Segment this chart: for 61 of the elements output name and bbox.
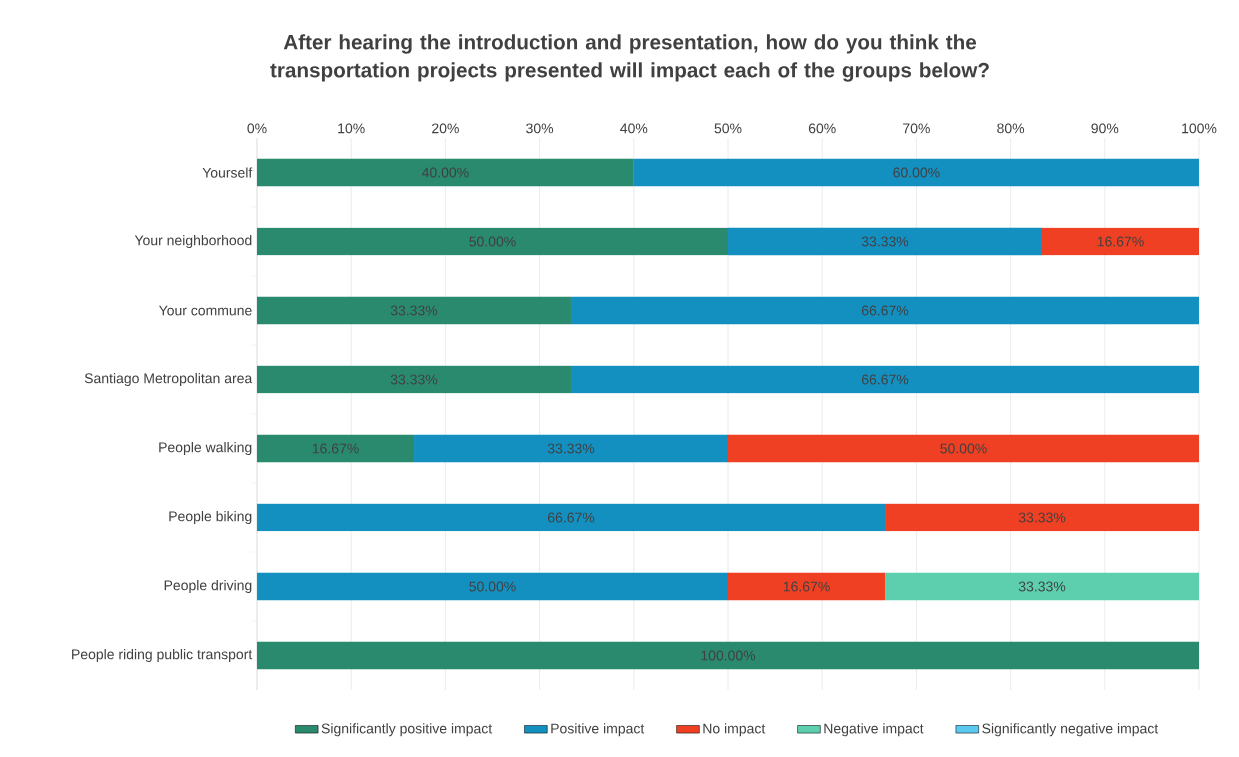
x-tick-label: 50% xyxy=(714,123,742,134)
bar xyxy=(257,227,728,256)
data-label: 33.33% xyxy=(547,443,595,454)
x-tick-label: 10% xyxy=(338,123,365,134)
y-tick-label: Yourself xyxy=(202,167,253,178)
data-label: 16.67% xyxy=(312,443,359,454)
data-label: 50.00% xyxy=(469,581,516,592)
chart-title: After hearing the introduction and presentation, how do you think the transportation projects presented will impact each of the groups below? xyxy=(270,34,989,82)
data-label: 100.00% xyxy=(701,650,756,661)
y-tick-label: Your commune xyxy=(158,305,252,316)
data-label: 60.00% xyxy=(893,167,940,178)
data-label: 33.33% xyxy=(861,236,909,247)
data-label: 66.67% xyxy=(547,512,595,523)
legend-label: No impact xyxy=(703,723,766,737)
legend-label: Negative impact xyxy=(824,723,924,737)
data-label: 66.67% xyxy=(861,374,909,385)
x-tick-label: 20% xyxy=(432,123,459,134)
legend-label: Significantly negative impact xyxy=(982,723,1159,737)
y-tick-label: People driving xyxy=(164,579,252,594)
bar xyxy=(414,434,728,463)
y-tick-label: People biking xyxy=(169,510,252,525)
bar xyxy=(257,365,571,394)
data-label: 33.33% xyxy=(390,305,438,316)
x-tick-label: 0% xyxy=(247,123,267,134)
bar xyxy=(257,572,728,601)
data-label: 33.33% xyxy=(1018,512,1066,523)
bar xyxy=(570,296,1200,325)
bar xyxy=(257,503,886,532)
bar xyxy=(257,158,634,187)
bar xyxy=(885,503,1200,532)
x-tick-label: 90% xyxy=(1091,123,1119,134)
data-label: 16.67% xyxy=(1097,236,1144,247)
x-tick-label: 30% xyxy=(526,123,554,134)
x-tick-label: 40% xyxy=(620,123,648,134)
bar xyxy=(728,572,886,601)
y-tick-label: Your neighborhood xyxy=(134,234,252,249)
data-label: 50.00% xyxy=(940,443,987,454)
x-tick-label: 100% xyxy=(1182,123,1217,134)
x-tick-label: 60% xyxy=(808,123,836,134)
bar xyxy=(1041,227,1200,256)
bar xyxy=(570,365,1200,394)
bar xyxy=(728,227,1042,256)
data-label: 33.33% xyxy=(390,374,438,385)
bar xyxy=(633,158,1200,187)
y-tick-label: Santiago Metropolitan area xyxy=(84,372,253,387)
legend-label: Significantly positive impact xyxy=(321,723,493,737)
legend-label: Positive impact xyxy=(551,723,645,737)
x-tick-label: 70% xyxy=(903,123,930,134)
data-label: 40.00% xyxy=(421,167,469,178)
data-label: 33.33% xyxy=(1018,581,1066,592)
y-tick-label: People riding public transport xyxy=(72,648,253,663)
bar xyxy=(885,572,1200,601)
bar xyxy=(257,296,571,325)
bar xyxy=(257,434,415,463)
data-label: 16.67% xyxy=(783,581,830,592)
x-tick-label: 80% xyxy=(997,123,1025,134)
y-tick-label: People walking xyxy=(159,441,252,456)
data-label: 66.67% xyxy=(861,305,909,316)
bar xyxy=(257,641,1200,670)
bar xyxy=(728,434,1200,463)
data-label: 50.00% xyxy=(469,236,516,247)
